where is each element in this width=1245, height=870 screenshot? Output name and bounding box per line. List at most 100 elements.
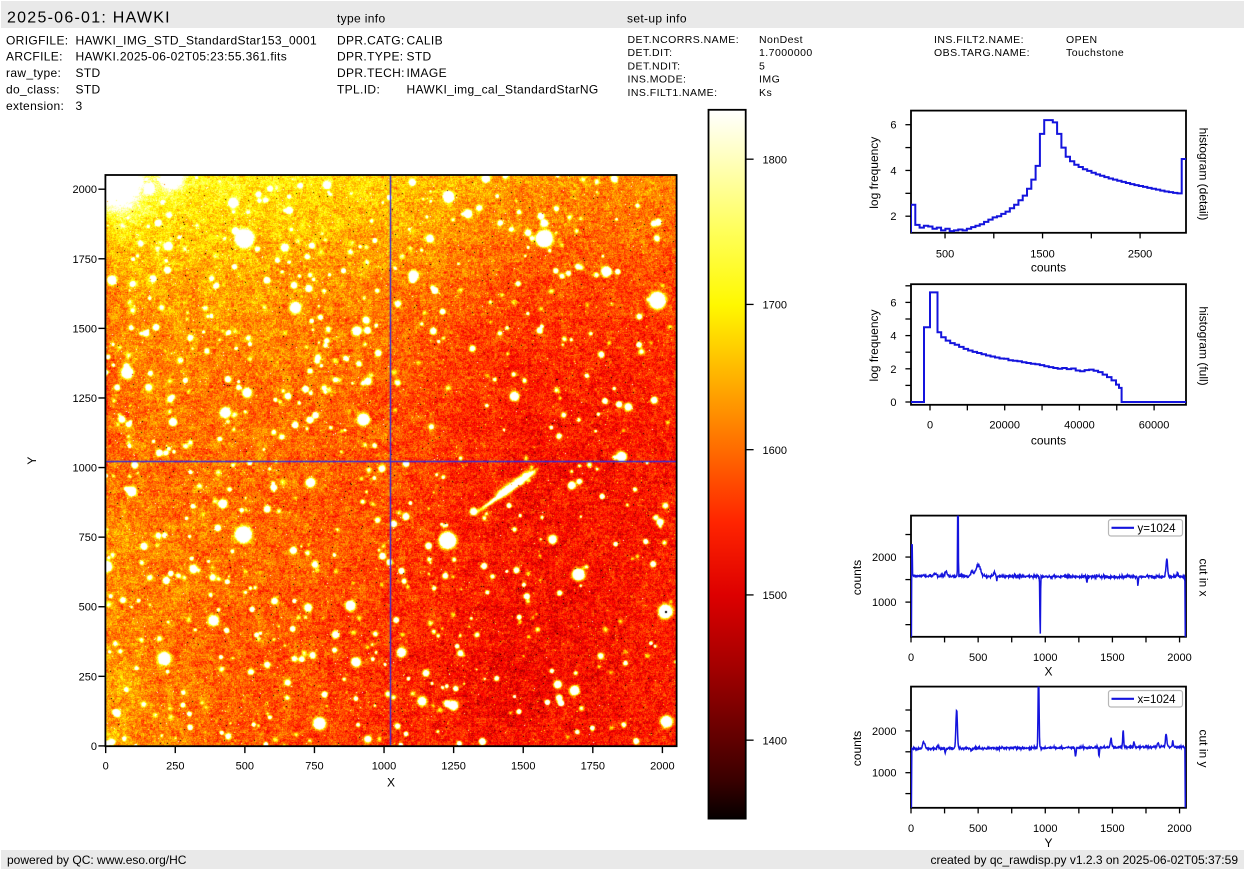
svg-text:ARCFILE:: ARCFILE: [6, 50, 63, 64]
svg-text:DET.NDIT:: DET.NDIT: [628, 60, 681, 72]
svg-text:2000: 2000 [650, 760, 674, 772]
svg-text:INS.FILT1.NAME:: INS.FILT1.NAME: [628, 87, 718, 99]
svg-text:1250: 1250 [73, 393, 97, 405]
svg-text:1700: 1700 [763, 300, 787, 312]
svg-text:DPR.TYPE:: DPR.TYPE: [337, 50, 404, 64]
svg-text:1000: 1000 [1033, 823, 1057, 835]
svg-text:1250: 1250 [441, 760, 465, 772]
svg-text:Y: Y [25, 457, 39, 465]
svg-text:2025-06-01: HAWKI: 2025-06-01: HAWKI [7, 10, 171, 27]
svg-text:20000: 20000 [989, 420, 1020, 432]
svg-text:2000: 2000 [1167, 652, 1191, 664]
svg-text:0: 0 [908, 823, 914, 835]
svg-text:counts: counts [850, 560, 864, 595]
svg-text:1000: 1000 [73, 463, 97, 475]
svg-text:raw_type:: raw_type: [6, 66, 61, 80]
svg-text:log frequency: log frequency [867, 137, 881, 209]
svg-text:Ks: Ks [759, 87, 772, 99]
svg-text:1500: 1500 [1030, 248, 1054, 260]
svg-text:1.7000000: 1.7000000 [759, 47, 813, 59]
svg-text:CALIB: CALIB [407, 33, 443, 47]
svg-text:Y: Y [1044, 836, 1052, 850]
svg-text:DPR.TECH:: DPR.TECH: [337, 66, 405, 80]
svg-text:1600: 1600 [763, 445, 787, 457]
svg-text:500: 500 [236, 760, 254, 772]
svg-text:x=1024: x=1024 [1138, 694, 1177, 706]
svg-text:500: 500 [969, 823, 987, 835]
svg-text:DET.DIT:: DET.DIT: [628, 47, 673, 59]
svg-text:1500: 1500 [1100, 823, 1124, 835]
svg-text:0: 0 [927, 420, 933, 432]
svg-text:INS.MODE:: INS.MODE: [628, 74, 687, 86]
svg-text:NonDest: NonDest [759, 34, 803, 46]
svg-text:HAWKI_IMG_STD_StandardStar153_: HAWKI_IMG_STD_StandardStar153_0001 [76, 33, 318, 47]
svg-text:500: 500 [969, 652, 987, 664]
svg-text:4: 4 [890, 165, 896, 177]
svg-text:250: 250 [79, 671, 97, 683]
svg-text:0: 0 [890, 397, 896, 409]
svg-text:counts: counts [850, 731, 864, 766]
svg-text:powered by QC: www.eso.org/HC: powered by QC: www.eso.org/HC [7, 853, 187, 867]
svg-text:DET.NCORRS.NAME:: DET.NCORRS.NAME: [628, 34, 740, 46]
svg-text:DPR.CATG:: DPR.CATG: [337, 33, 405, 47]
svg-text:2500: 2500 [1128, 248, 1152, 260]
svg-text:cut in y: cut in y [1197, 729, 1211, 767]
svg-text:HAWKI.2025-06-02T05:23:55.361.: HAWKI.2025-06-02T05:23:55.361.fits [76, 50, 288, 64]
svg-text:IMAGE: IMAGE [407, 66, 447, 80]
svg-text:ORIGFILE:: ORIGFILE: [6, 33, 69, 47]
svg-text:2: 2 [890, 211, 896, 223]
svg-text:0: 0 [103, 760, 109, 772]
svg-text:1400: 1400 [763, 735, 787, 747]
svg-text:500: 500 [936, 248, 954, 260]
svg-text:2000: 2000 [1167, 823, 1191, 835]
svg-text:TPL.ID:: TPL.ID: [337, 83, 380, 97]
svg-text:1750: 1750 [581, 760, 605, 772]
svg-text:STD: STD [76, 83, 101, 97]
svg-text:750: 750 [79, 532, 97, 544]
svg-text:HAWKI_img_cal_StandardStarNG: HAWKI_img_cal_StandardStarNG [407, 83, 599, 97]
svg-text:1500: 1500 [73, 323, 97, 335]
svg-text:OBS.TARG.NAME:: OBS.TARG.NAME: [934, 47, 1030, 59]
svg-text:INS.FILT2.NAME:: INS.FILT2.NAME: [934, 34, 1024, 46]
svg-text:counts: counts [1031, 434, 1066, 448]
svg-text:1000: 1000 [1033, 652, 1057, 664]
svg-text:counts: counts [1031, 261, 1066, 275]
svg-text:STD: STD [407, 50, 432, 64]
svg-text:OPEN: OPEN [1066, 34, 1098, 46]
svg-text:created by qc_rawdisp.py v1.2.: created by qc_rawdisp.py v1.2.3 on 2025-… [930, 853, 1238, 867]
svg-text:1000: 1000 [872, 597, 896, 609]
svg-text:3: 3 [76, 99, 83, 113]
svg-text:cut in x: cut in x [1197, 558, 1211, 596]
svg-text:500: 500 [79, 602, 97, 614]
svg-text:2000: 2000 [73, 184, 97, 196]
svg-text:1500: 1500 [1100, 652, 1124, 664]
svg-text:do_class:: do_class: [6, 83, 60, 97]
svg-text:histogram (detail): histogram (detail) [1197, 128, 1211, 221]
svg-text:4: 4 [890, 331, 896, 343]
svg-text:1750: 1750 [73, 254, 97, 266]
svg-text:0: 0 [91, 741, 97, 753]
svg-text:X: X [1044, 665, 1052, 679]
svg-text:1800: 1800 [763, 154, 787, 166]
svg-text:Touchstone: Touchstone [1066, 47, 1124, 59]
svg-text:2: 2 [890, 364, 896, 376]
svg-text:1500: 1500 [511, 760, 535, 772]
svg-text:log frequency: log frequency [867, 309, 881, 381]
svg-text:1500: 1500 [763, 590, 787, 602]
svg-text:histogram (full): histogram (full) [1197, 306, 1211, 385]
svg-text:STD: STD [76, 66, 101, 80]
svg-text:1000: 1000 [372, 760, 396, 772]
svg-text:set-up info: set-up info [627, 12, 687, 26]
svg-text:6: 6 [890, 120, 896, 132]
svg-text:X: X [387, 776, 395, 790]
svg-text:type info: type info [337, 12, 386, 26]
svg-text:IMG: IMG [759, 74, 780, 86]
svg-text:2000: 2000 [872, 726, 896, 738]
svg-text:750: 750 [305, 760, 323, 772]
svg-text:y=1024: y=1024 [1138, 523, 1177, 535]
svg-text:0: 0 [908, 652, 914, 664]
svg-text:5: 5 [759, 60, 765, 72]
svg-text:2000: 2000 [872, 552, 896, 564]
svg-text:6: 6 [890, 297, 896, 309]
svg-text:1000: 1000 [872, 768, 896, 780]
